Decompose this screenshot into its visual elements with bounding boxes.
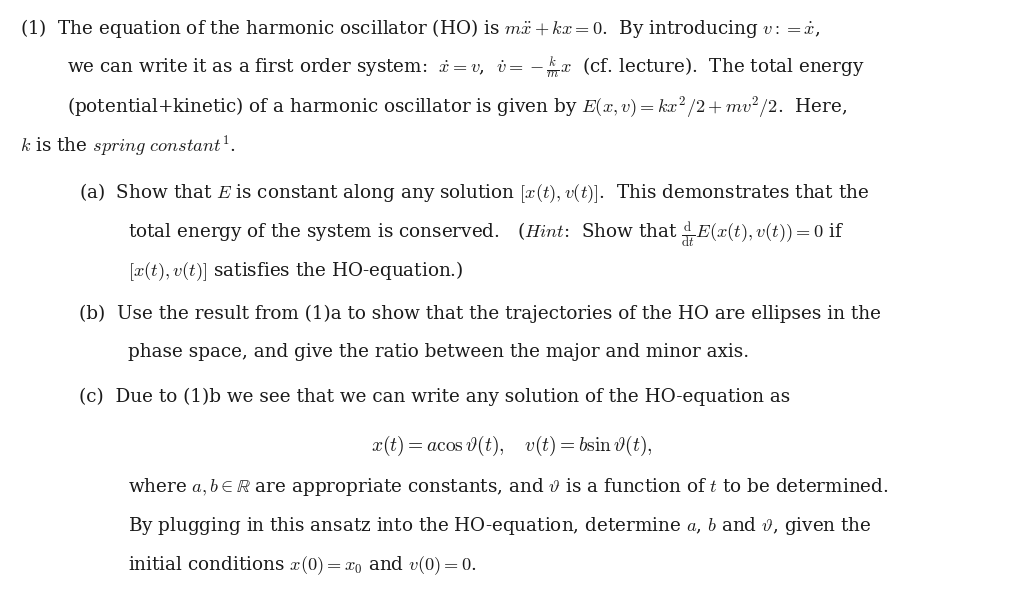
Text: where $a, b \in \mathbb{R}$ are appropriate constants, and $\vartheta$ is a func: where $a, b \in \mathbb{R}$ are appropri… — [128, 476, 889, 498]
Text: $[x(t),v(t)]$ satisfies the HO-equation.): $[x(t),v(t)]$ satisfies the HO-equation.… — [128, 259, 464, 283]
Text: we can write it as a first order system:  $\dot{x} = v$,  $\dot{v} = -\frac{k}{m: we can write it as a first order system:… — [67, 55, 864, 81]
Text: $x(t) = a\cos\vartheta(t), \quad v(t) = b\sin\vartheta(t),$: $x(t) = a\cos\vartheta(t), \quad v(t) = … — [371, 434, 653, 458]
Text: (b)  Use the result from (1)a to show that the trajectories of the HO are ellips: (b) Use the result from (1)a to show tha… — [79, 304, 881, 323]
Text: total energy of the system is conserved.   ($\mathit{Hint}$:  Show that $\frac{\: total energy of the system is conserved.… — [128, 220, 844, 249]
Text: By plugging in this ansatz into the HO-equation, determine $a$, $b$ and $\varthe: By plugging in this ansatz into the HO-e… — [128, 515, 871, 537]
Text: initial conditions $x(0) = x_0$ and $v(0) = 0$.: initial conditions $x(0) = x_0$ and $v(0… — [128, 554, 477, 577]
Text: (1)  The equation of the harmonic oscillator (HO) is $m\ddot{x} + kx = 0$.  By i: (1) The equation of the harmonic oscilla… — [20, 17, 820, 40]
Text: (a)  Show that $E$ is constant along any solution $[x(t), v(t)]$.  This demonstr: (a) Show that $E$ is constant along any … — [79, 181, 869, 205]
Text: $k$ is the $\mathit{spring\ constant}^1$.: $k$ is the $\mathit{spring\ constant}^1$… — [20, 133, 237, 158]
Text: (c)  Due to (1)b we see that we can write any solution of the HO-equation as: (c) Due to (1)b we see that we can write… — [79, 388, 791, 407]
Text: phase space, and give the ratio between the major and minor axis.: phase space, and give the ratio between … — [128, 343, 750, 362]
Text: (potential+kinetic) of a harmonic oscillator is given by $E(x,v) = kx^2/2 + mv^2: (potential+kinetic) of a harmonic oscill… — [67, 94, 847, 120]
